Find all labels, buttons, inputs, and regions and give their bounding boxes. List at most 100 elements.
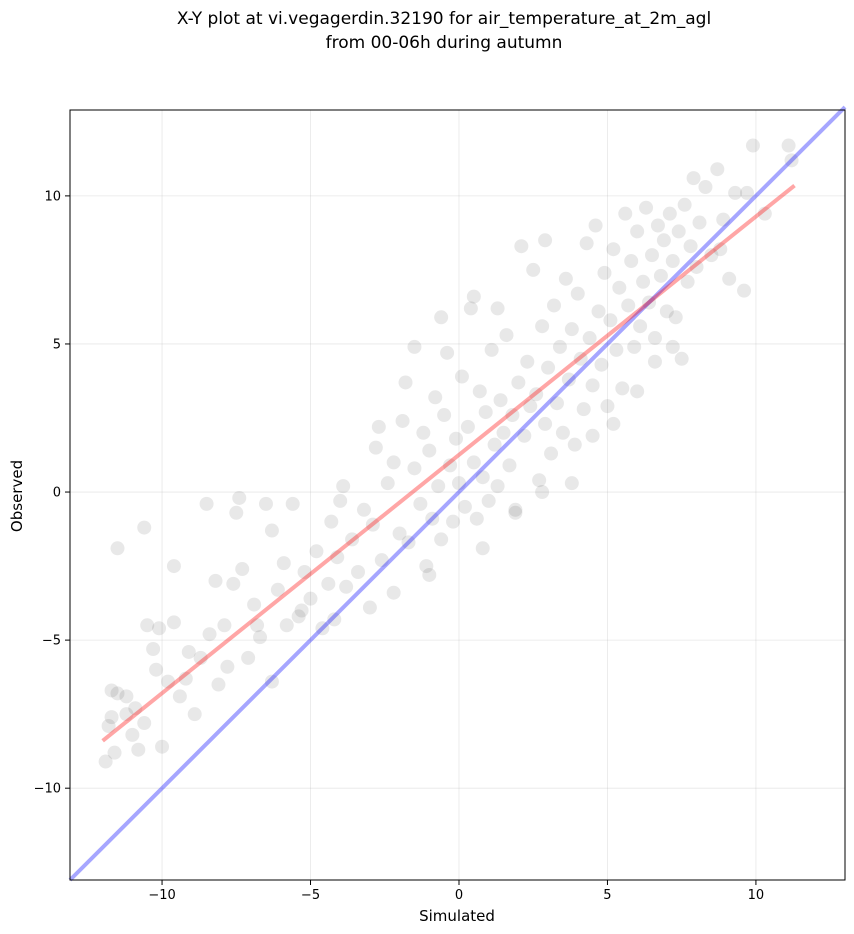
data-point [232, 490, 247, 505]
data-point [621, 298, 636, 313]
data-point [624, 254, 639, 269]
data-point [656, 233, 671, 248]
data-point [98, 754, 113, 769]
data-point [757, 206, 772, 221]
data-point [594, 357, 609, 372]
y-tick-label: 5 [53, 337, 61, 352]
data-point [636, 274, 651, 289]
data-point [220, 659, 235, 674]
data-point [128, 701, 143, 716]
data-point [229, 505, 244, 520]
x-tick-label: 0 [455, 888, 463, 903]
data-point [639, 200, 654, 215]
data-point [321, 576, 336, 591]
data-point [564, 322, 579, 337]
data-point [119, 689, 134, 704]
data-point [781, 138, 796, 153]
data-points [98, 138, 799, 769]
data-point [270, 582, 285, 597]
data-point [422, 443, 437, 458]
data-point [627, 339, 642, 354]
data-point [541, 360, 556, 375]
data-point [303, 591, 318, 606]
data-point [538, 416, 553, 431]
data-point [552, 339, 567, 354]
data-point [499, 328, 514, 343]
data-point [446, 514, 461, 529]
data-point [463, 301, 478, 316]
data-point [419, 559, 434, 574]
data-point [668, 310, 683, 325]
data-point [327, 612, 342, 627]
chart-title-line2: from 00-06h during autumn [326, 33, 563, 53]
data-point [297, 565, 312, 579]
data-point [466, 289, 481, 304]
data-point [152, 621, 167, 636]
data-point [258, 496, 273, 511]
data-point [555, 425, 570, 440]
axis-ticks: −10 −5 0 5 10 −10 −5 0 5 10 [34, 189, 765, 903]
data-point [386, 585, 401, 600]
plot-frame [69, 109, 846, 881]
data-point [689, 259, 704, 274]
data-point [264, 523, 279, 538]
data-point [647, 331, 662, 346]
data-point [398, 375, 413, 390]
data-point [529, 387, 544, 402]
data-point [618, 206, 633, 221]
data-point [478, 405, 493, 420]
data-point [677, 197, 692, 212]
data-point [149, 662, 164, 677]
data-point [371, 419, 386, 434]
data-point [202, 627, 217, 642]
one-to-one-line [68, 105, 847, 882]
data-point [181, 644, 196, 659]
data-point [740, 185, 755, 200]
data-point [659, 304, 674, 319]
data-point [505, 408, 520, 423]
data-point [600, 399, 615, 414]
data-point [428, 390, 443, 405]
data-point [538, 233, 553, 248]
data-point [392, 526, 407, 541]
data-point [784, 153, 799, 168]
data-point [253, 630, 268, 645]
grid-lines [70, 110, 845, 880]
data-point [155, 739, 170, 754]
data-point [110, 541, 125, 556]
data-point [386, 455, 401, 470]
y-tick-label: −10 [34, 782, 61, 797]
data-point [502, 458, 517, 473]
data-point [407, 339, 422, 354]
data-point [131, 742, 146, 757]
data-point [178, 671, 193, 686]
data-point [416, 425, 431, 440]
data-point [449, 431, 464, 446]
data-point [665, 339, 680, 354]
data-point [330, 550, 345, 565]
data-point [612, 280, 627, 295]
data-point [564, 476, 579, 491]
data-point [514, 239, 529, 254]
data-point [544, 446, 559, 461]
data-point [704, 248, 719, 263]
data-point [309, 544, 324, 559]
data-point [401, 535, 416, 550]
data-point [211, 677, 226, 692]
data-point [650, 218, 665, 233]
data-point [653, 268, 668, 283]
data-point [520, 354, 535, 369]
data-point [662, 206, 677, 221]
data-point [440, 345, 455, 360]
data-point [110, 686, 125, 701]
data-point [250, 618, 265, 633]
data-point [380, 476, 395, 491]
data-point [451, 476, 466, 491]
data-point [356, 502, 371, 517]
y-axis-label: Observed [8, 460, 26, 532]
data-point [615, 381, 630, 396]
data-point [469, 511, 484, 526]
data-point [609, 342, 624, 357]
data-point [104, 710, 119, 725]
